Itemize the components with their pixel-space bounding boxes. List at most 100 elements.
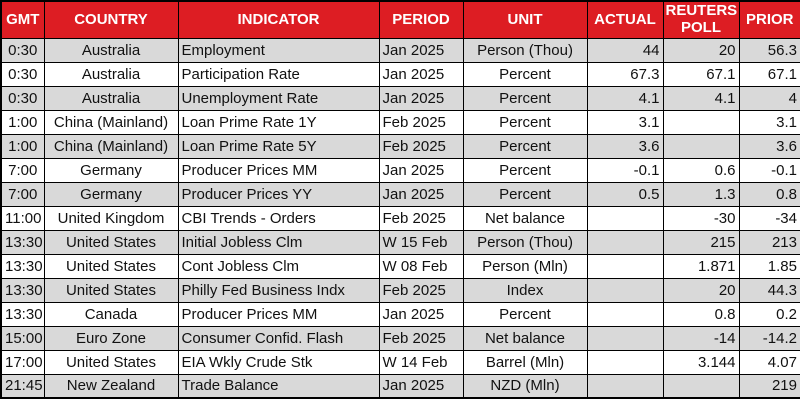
cell-period: W 14 Feb [378, 349, 464, 375]
cell-actual [586, 301, 664, 327]
cell-country: China (Mainland) [43, 109, 179, 135]
cell-period: Feb 2025 [378, 205, 464, 231]
cell-country: China (Mainland) [43, 133, 179, 159]
cell-unit: Percent [462, 133, 588, 159]
table-row: 21:45 New Zealand Trade Balance Jan 2025… [0, 373, 800, 399]
cell-reuters-poll: 3.144 [662, 349, 740, 375]
table-row: 0:30 Australia Employment Jan 2025 Perso… [0, 37, 800, 63]
cell-unit: Barrel (Mln) [462, 349, 588, 375]
cell-indicator: Philly Fed Business Indx [177, 277, 380, 303]
table-row: 13:30 Canada Producer Prices MM Jan 2025… [0, 301, 800, 327]
economic-calendar-table: GMT COUNTRY INDICATOR PERIOD UNIT ACTUAL… [0, 0, 800, 399]
cell-actual [586, 277, 664, 303]
cell-indicator: EIA Wkly Crude Stk [177, 349, 380, 375]
cell-reuters-poll: 1.3 [662, 181, 740, 207]
cell-actual: 4.1 [586, 85, 664, 111]
cell-indicator: Initial Jobless Clm [177, 229, 380, 255]
cell-actual: -0.1 [586, 157, 664, 183]
cell-unit: Net balance [462, 205, 588, 231]
cell-prior: 0.8 [738, 181, 800, 207]
cell-reuters-poll: 67.1 [662, 61, 740, 87]
cell-gmt: 21:45 [0, 373, 45, 399]
cell-unit: Percent [462, 157, 588, 183]
cell-indicator: Producer Prices YY [177, 181, 380, 207]
table-row: 13:30 United States Cont Jobless Clm W 0… [0, 253, 800, 279]
cell-prior: 4 [738, 85, 800, 111]
cell-period: Jan 2025 [378, 157, 464, 183]
column-header-prior: PRIOR [738, 0, 800, 39]
cell-actual: 44 [586, 37, 664, 63]
cell-period: Jan 2025 [378, 301, 464, 327]
cell-unit: Person (Thou) [462, 37, 588, 63]
cell-actual [586, 253, 664, 279]
cell-prior: -0.1 [738, 157, 800, 183]
table-row: 17:00 United States EIA Wkly Crude Stk W… [0, 349, 800, 375]
cell-gmt: 13:30 [0, 253, 45, 279]
cell-actual [586, 229, 664, 255]
cell-period: Feb 2025 [378, 325, 464, 351]
cell-gmt: 0:30 [0, 37, 45, 63]
cell-prior: 219 [738, 373, 800, 399]
cell-prior: -14.2 [738, 325, 800, 351]
table-row: 13:30 United States Initial Jobless Clm … [0, 229, 800, 255]
cell-period: Feb 2025 [378, 109, 464, 135]
column-header-unit: UNIT [462, 0, 588, 39]
cell-gmt: 13:30 [0, 229, 45, 255]
cell-unit: Person (Thou) [462, 229, 588, 255]
cell-period: W 08 Feb [378, 253, 464, 279]
cell-unit: Percent [462, 61, 588, 87]
cell-indicator: Producer Prices MM [177, 157, 380, 183]
cell-country: Canada [43, 301, 179, 327]
cell-indicator: Loan Prime Rate 1Y [177, 109, 380, 135]
cell-country: New Zealand [43, 373, 179, 399]
cell-indicator: Employment [177, 37, 380, 63]
cell-period: Feb 2025 [378, 133, 464, 159]
cell-prior: 4.07 [738, 349, 800, 375]
cell-gmt: 17:00 [0, 349, 45, 375]
cell-prior: 44.3 [738, 277, 800, 303]
column-header-period: PERIOD [378, 0, 464, 39]
cell-reuters-poll [662, 109, 740, 135]
cell-gmt: 0:30 [0, 61, 45, 87]
cell-country: United States [43, 349, 179, 375]
cell-prior: 1.85 [738, 253, 800, 279]
column-header-indicator: INDICATOR [177, 0, 380, 39]
cell-indicator: CBI Trends - Orders [177, 205, 380, 231]
column-header-gmt: GMT [0, 0, 45, 39]
cell-gmt: 1:00 [0, 109, 45, 135]
cell-gmt: 13:30 [0, 277, 45, 303]
cell-gmt: 11:00 [0, 205, 45, 231]
cell-unit: Percent [462, 85, 588, 111]
cell-period: Jan 2025 [378, 61, 464, 87]
cell-actual: 3.6 [586, 133, 664, 159]
cell-period: Jan 2025 [378, 181, 464, 207]
cell-period: Jan 2025 [378, 85, 464, 111]
cell-actual: 0.5 [586, 181, 664, 207]
cell-unit: Index [462, 277, 588, 303]
cell-unit: Percent [462, 109, 588, 135]
column-header-actual: ACTUAL [586, 0, 664, 39]
cell-prior: 3.1 [738, 109, 800, 135]
cell-prior: 3.6 [738, 133, 800, 159]
cell-period: Jan 2025 [378, 37, 464, 63]
table-header-row: GMT COUNTRY INDICATOR PERIOD UNIT ACTUAL… [0, 0, 800, 39]
table-row: 1:00 China (Mainland) Loan Prime Rate 5Y… [0, 133, 800, 159]
table-row: 0:30 Australia Participation Rate Jan 20… [0, 61, 800, 87]
cell-actual [586, 349, 664, 375]
cell-gmt: 13:30 [0, 301, 45, 327]
cell-reuters-poll [662, 373, 740, 399]
cell-country: Germany [43, 181, 179, 207]
cell-country: Australia [43, 85, 179, 111]
cell-actual [586, 373, 664, 399]
cell-actual [586, 325, 664, 351]
cell-gmt: 7:00 [0, 181, 45, 207]
cell-gmt: 15:00 [0, 325, 45, 351]
cell-unit: Person (Mln) [462, 253, 588, 279]
cell-indicator: Trade Balance [177, 373, 380, 399]
cell-unit: Net balance [462, 325, 588, 351]
cell-gmt: 0:30 [0, 85, 45, 111]
table-row: 11:00 United Kingdom CBI Trends - Orders… [0, 205, 800, 231]
cell-reuters-poll [662, 133, 740, 159]
cell-reuters-poll: 20 [662, 37, 740, 63]
table-row: 13:30 United States Philly Fed Business … [0, 277, 800, 303]
